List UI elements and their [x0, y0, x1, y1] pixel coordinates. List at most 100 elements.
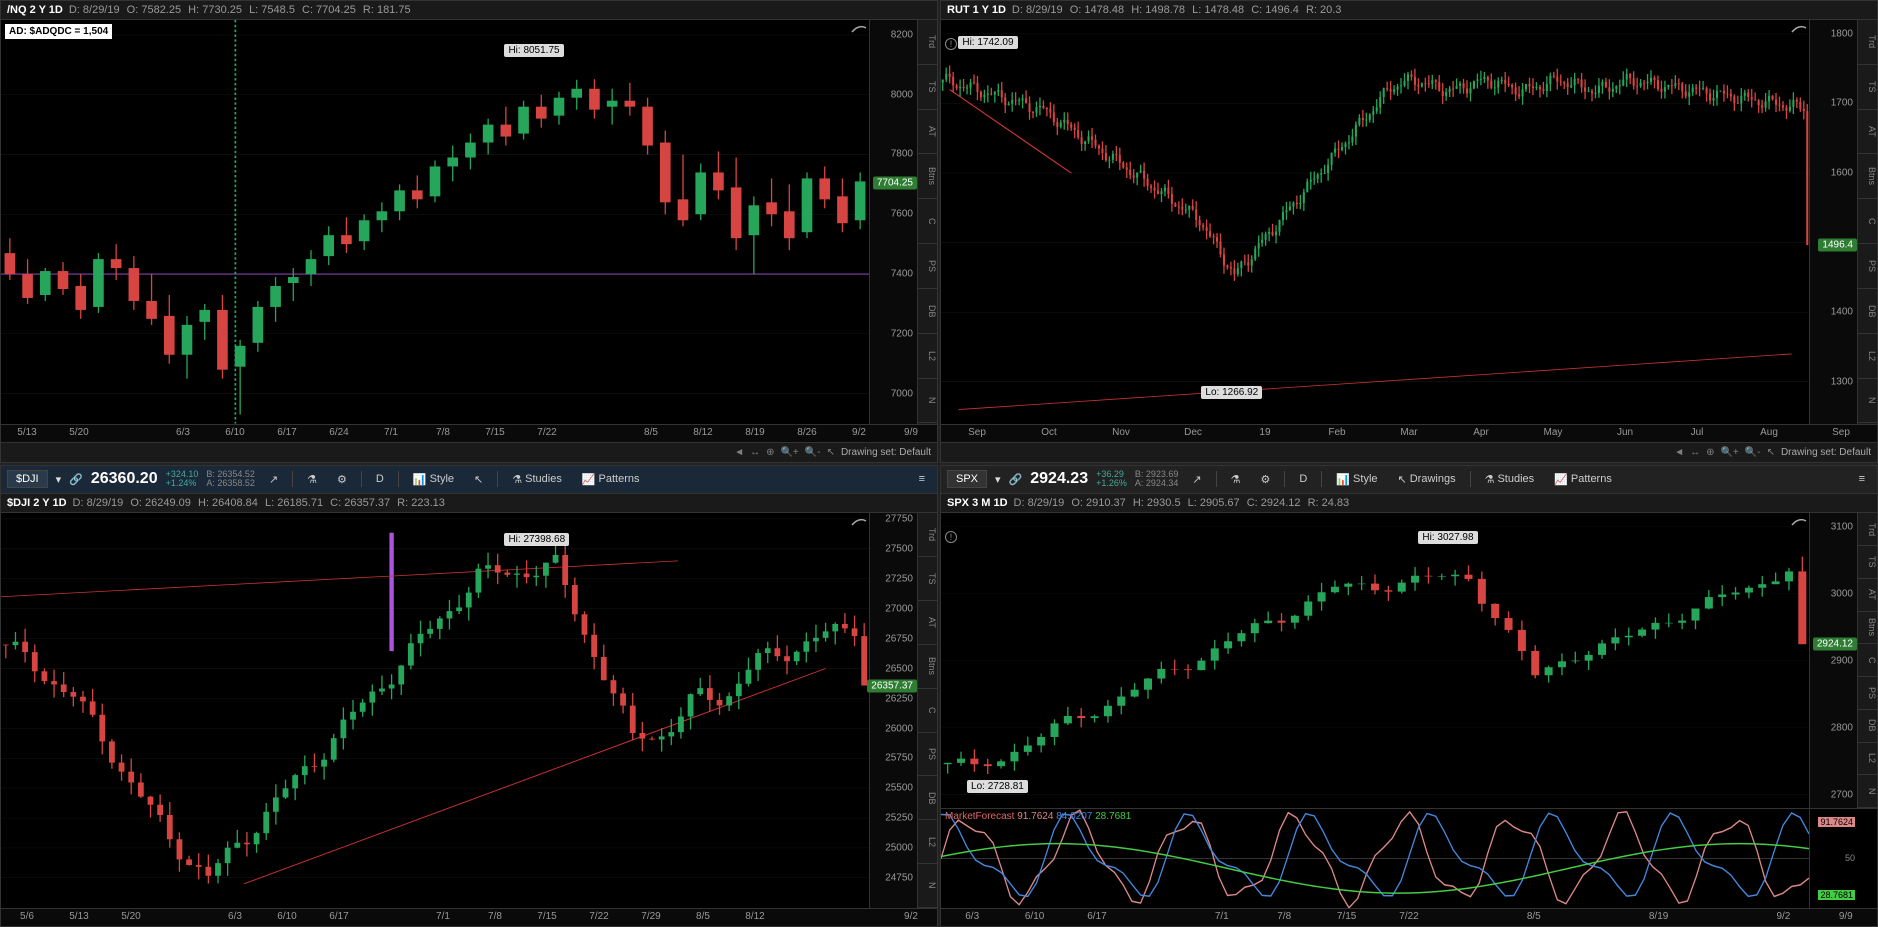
swoosh-icon[interactable]: [1791, 515, 1807, 527]
side-tab-ts[interactable]: TS: [1858, 65, 1877, 110]
zoom-in-icon[interactable]: 🔍+: [1720, 447, 1738, 458]
side-tab-ps[interactable]: PS: [1858, 677, 1877, 710]
dji-toolbar: $DJI ▾ 🔗 26360.20 +324.10 +1.24% B: 2635…: [1, 466, 937, 495]
gear-icon[interactable]: ⚙: [331, 471, 353, 488]
patterns-btn[interactable]: 📈 Patterns: [576, 471, 646, 488]
nav-icon[interactable]: ↔: [1690, 447, 1700, 458]
flask-icon[interactable]: ⚗: [301, 471, 323, 488]
side-tabs: TrdTSATBtnsCPSDBL2N: [1857, 20, 1877, 424]
side-tab-ts[interactable]: TS: [918, 65, 937, 110]
dji-xaxis: 5/65/135/206/36/106/177/17/87/157/227/29…: [1, 908, 937, 926]
nq-header: /NQ 2 Y 1D D: 8/29/19 O: 7582.25 H: 7730…: [1, 1, 937, 20]
side-tab-ps[interactable]: PS: [918, 244, 937, 289]
side-tab-db[interactable]: DB: [918, 776, 937, 820]
menu-icon[interactable]: ≡: [1853, 471, 1871, 487]
cursor-btn[interactable]: ↖: [468, 471, 489, 488]
zoom-out-icon[interactable]: 🔍-: [805, 447, 821, 458]
zoom-out-icon[interactable]: 🔍-: [1745, 447, 1761, 458]
side-tab-trd[interactable]: Trd: [1858, 513, 1877, 546]
side-tab-l2[interactable]: L2: [918, 820, 937, 864]
gear-icon[interactable]: ⚙: [1255, 471, 1277, 488]
side-tab-n[interactable]: N: [918, 379, 937, 424]
spx-lo-label: Lo: 2728.81: [967, 780, 1028, 793]
side-tab-ts[interactable]: TS: [918, 557, 937, 601]
side-tab-btns[interactable]: Btns: [1858, 154, 1877, 199]
side-tab-c[interactable]: C: [918, 689, 937, 733]
side-tab-at[interactable]: AT: [918, 601, 937, 645]
rut-title: RUT 1 Y 1D: [947, 4, 1006, 16]
style-btn[interactable]: 📊 Style: [1330, 471, 1383, 488]
dji-hi-label: Hi: 27398.68: [504, 533, 569, 546]
dropdown-icon[interactable]: ▾: [56, 473, 62, 486]
side-tab-trd[interactable]: Trd: [918, 20, 937, 65]
side-tab-trd[interactable]: Trd: [918, 513, 937, 557]
link-icon[interactable]: 🔗: [69, 473, 83, 486]
rut-chart[interactable]: ! Hi: 1742.09 Lo: 1266.92: [941, 20, 1809, 424]
nq-xaxis: 5/135/206/36/106/176/247/17/87/157/228/5…: [1, 424, 937, 442]
dropdown-icon[interactable]: ▾: [995, 473, 1001, 486]
side-tab-trd[interactable]: Trd: [1858, 20, 1877, 65]
swoosh-icon[interactable]: [851, 22, 867, 34]
studies-btn[interactable]: ⚗ Studies: [506, 471, 568, 488]
cursor-icon[interactable]: ↖: [827, 447, 835, 458]
side-tab-at[interactable]: AT: [1858, 110, 1877, 155]
share-icon[interactable]: ↗: [263, 471, 284, 488]
side-tab-db[interactable]: DB: [1858, 710, 1877, 743]
nav-left-icon[interactable]: ◄: [734, 447, 744, 458]
side-tab-c[interactable]: C: [1858, 199, 1877, 244]
cursor-icon[interactable]: ↖: [1767, 447, 1775, 458]
patterns-btn[interactable]: 📈 Patterns: [1548, 471, 1618, 488]
share-icon[interactable]: ↗: [1186, 471, 1207, 488]
spx-symbol[interactable]: SPX: [947, 470, 987, 488]
side-tab-c[interactable]: C: [1858, 644, 1877, 677]
flask-icon[interactable]: ⚗: [1225, 471, 1247, 488]
crosshair-icon[interactable]: ⊕: [766, 447, 774, 458]
nav-left-icon[interactable]: ◄: [1674, 447, 1684, 458]
menu-icon[interactable]: ≡: [913, 471, 931, 487]
side-tab-l2[interactable]: L2: [1858, 334, 1877, 379]
dji-symbol[interactable]: $DJI: [7, 470, 48, 488]
drawing-set-label[interactable]: Drawing set: Default: [841, 447, 931, 458]
spx-xaxis: 6/36/106/177/17/87/157/228/58/199/29/9: [941, 908, 1877, 926]
side-tab-l2[interactable]: L2: [918, 334, 937, 379]
nq-title: /NQ 2 Y 1D: [7, 4, 63, 16]
side-tab-at[interactable]: AT: [1858, 579, 1877, 612]
nq-chart[interactable]: AD: $ADQDC = 1,504 Hi: 8051.75: [1, 20, 869, 424]
spx-chart[interactable]: ! Hi: 3027.98 Lo: 2728.81: [941, 513, 1809, 808]
side-tab-btns[interactable]: Btns: [1858, 612, 1877, 645]
timeframe-btn[interactable]: D: [1293, 471, 1313, 487]
side-tab-btns[interactable]: Btns: [918, 154, 937, 199]
dji-chart[interactable]: Hi: 27398.68: [1, 513, 869, 908]
side-tab-n[interactable]: N: [918, 864, 937, 908]
side-tab-btns[interactable]: Btns: [918, 645, 937, 689]
spx-bidask: B: 2923.69 A: 2924.34: [1135, 470, 1179, 490]
side-tab-ps[interactable]: PS: [1858, 244, 1877, 289]
spx-hi-label: Hi: 3027.98: [1418, 531, 1477, 544]
studies-btn[interactable]: ⚗ Studies: [1479, 471, 1541, 488]
side-tab-l2[interactable]: L2: [1858, 743, 1877, 776]
spx-title: SPX 3 M 1D: [947, 497, 1008, 509]
link-icon[interactable]: 🔗: [1009, 473, 1023, 486]
dji-title: $DJI 2 Y 1D: [7, 497, 67, 509]
drawings-btn[interactable]: ↖ Drawings: [1392, 471, 1462, 488]
crosshair-icon[interactable]: ⊕: [1706, 447, 1714, 458]
side-tab-db[interactable]: DB: [1858, 289, 1877, 334]
rut-xaxis: SepOctNovDec19FebMarAprMayJunJulAugSep: [941, 424, 1877, 442]
side-tab-at[interactable]: AT: [918, 110, 937, 155]
side-tab-db[interactable]: DB: [918, 289, 937, 334]
side-tab-n[interactable]: N: [1858, 775, 1877, 808]
chart-footer: ◄ ↔ ⊕ 🔍+ 🔍- ↖ Drawing set: Default: [1, 442, 937, 462]
nav-icon[interactable]: ↔: [750, 447, 760, 458]
side-tab-ts[interactable]: TS: [1858, 546, 1877, 579]
swoosh-icon[interactable]: [1791, 22, 1807, 34]
mf-marker-2: 50: [1845, 853, 1855, 863]
side-tab-c[interactable]: C: [918, 199, 937, 244]
drawing-set-label[interactable]: Drawing set: Default: [1781, 447, 1871, 458]
side-tab-ps[interactable]: PS: [918, 733, 937, 777]
style-btn[interactable]: 📊 Style: [407, 471, 460, 488]
info-icon[interactable]: !: [945, 38, 957, 50]
swoosh-icon[interactable]: [851, 515, 867, 527]
zoom-in-icon[interactable]: 🔍+: [780, 447, 798, 458]
timeframe-btn[interactable]: D: [370, 471, 390, 487]
side-tab-n[interactable]: N: [1858, 379, 1877, 424]
